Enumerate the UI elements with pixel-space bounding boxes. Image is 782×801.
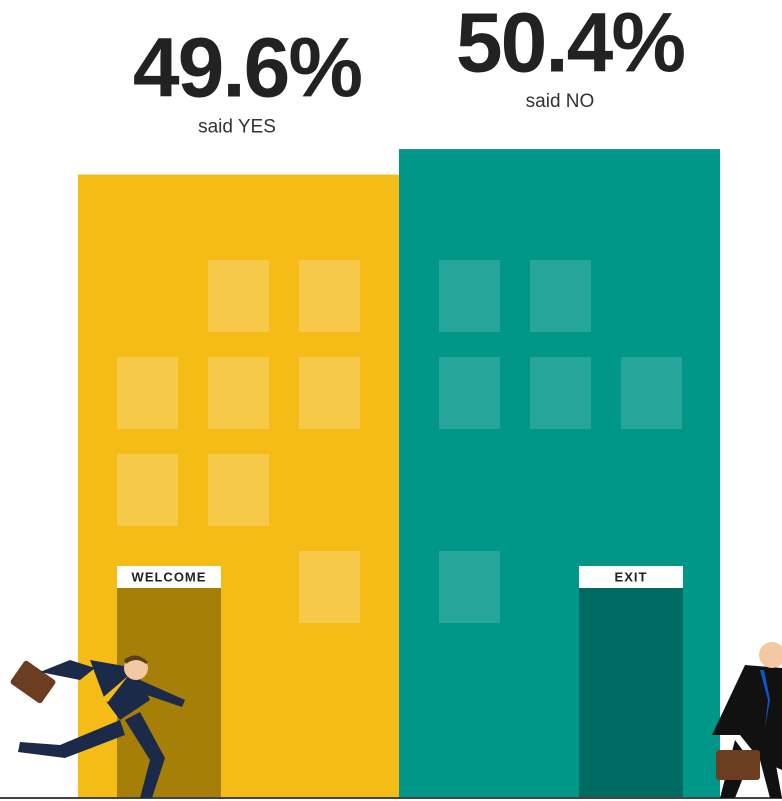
category-label: said NO (526, 91, 595, 112)
door-sign (117, 566, 221, 588)
category-label: said YES (198, 117, 276, 138)
door-label: EXIT (615, 569, 648, 584)
window (530, 260, 591, 332)
decoration (0, 642, 782, 799)
window (621, 357, 682, 429)
running-man (10, 655, 185, 798)
door-sign (579, 566, 683, 588)
buildings: WELCOME 49.6%said YES EXIT 50.4%said NO (78, 0, 720, 799)
window (530, 357, 591, 429)
window (208, 357, 269, 429)
window (439, 357, 500, 429)
door-label: WELCOME (132, 569, 207, 584)
walking-man (712, 642, 782, 798)
window (299, 357, 360, 429)
window (439, 260, 500, 332)
window (439, 551, 500, 623)
window (117, 357, 178, 429)
value-label: 50.4% (456, 0, 684, 89)
window (299, 260, 360, 332)
window (208, 260, 269, 332)
door (579, 588, 683, 798)
value-label: 49.6% (133, 21, 361, 115)
window (299, 551, 360, 623)
window (208, 454, 269, 526)
window (117, 454, 178, 526)
